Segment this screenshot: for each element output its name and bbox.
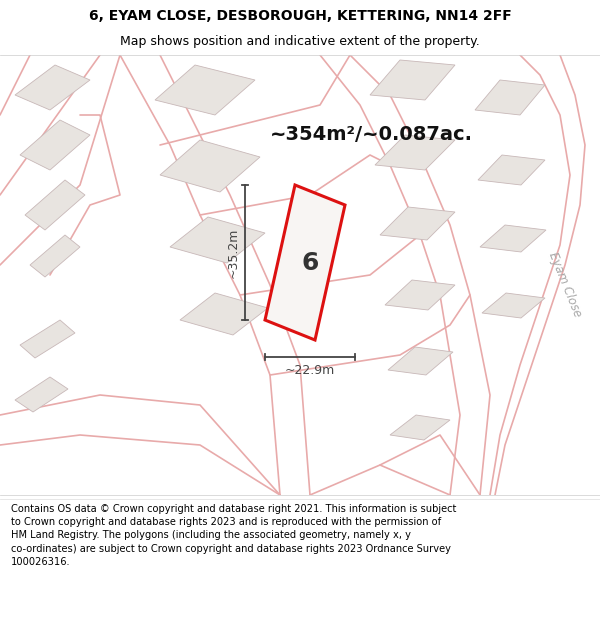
Text: ~35.2m: ~35.2m	[227, 228, 239, 278]
Polygon shape	[20, 320, 75, 358]
Text: 6, EYAM CLOSE, DESBOROUGH, KETTERING, NN14 2FF: 6, EYAM CLOSE, DESBOROUGH, KETTERING, NN…	[89, 9, 511, 24]
Text: Eyam Close: Eyam Close	[546, 251, 584, 319]
Polygon shape	[380, 207, 455, 240]
Polygon shape	[390, 415, 450, 440]
Polygon shape	[160, 140, 260, 192]
Polygon shape	[180, 293, 268, 335]
Polygon shape	[475, 80, 545, 115]
Polygon shape	[15, 377, 68, 412]
Polygon shape	[30, 235, 80, 277]
Polygon shape	[370, 60, 455, 100]
Polygon shape	[170, 217, 265, 263]
Text: ~354m²/~0.087ac.: ~354m²/~0.087ac.	[270, 126, 473, 144]
Polygon shape	[25, 180, 85, 230]
Polygon shape	[482, 293, 545, 318]
Polygon shape	[375, 135, 455, 170]
Text: 6: 6	[301, 251, 319, 274]
Polygon shape	[155, 65, 255, 115]
Polygon shape	[15, 65, 90, 110]
Polygon shape	[20, 120, 90, 170]
Text: Map shows position and indicative extent of the property.: Map shows position and indicative extent…	[120, 35, 480, 48]
Text: Contains OS data © Crown copyright and database right 2021. This information is : Contains OS data © Crown copyright and d…	[11, 504, 456, 567]
Polygon shape	[265, 185, 345, 340]
Polygon shape	[480, 225, 546, 252]
Polygon shape	[388, 347, 453, 375]
Text: ~22.9m: ~22.9m	[285, 364, 335, 378]
Polygon shape	[478, 155, 545, 185]
Polygon shape	[385, 280, 455, 310]
